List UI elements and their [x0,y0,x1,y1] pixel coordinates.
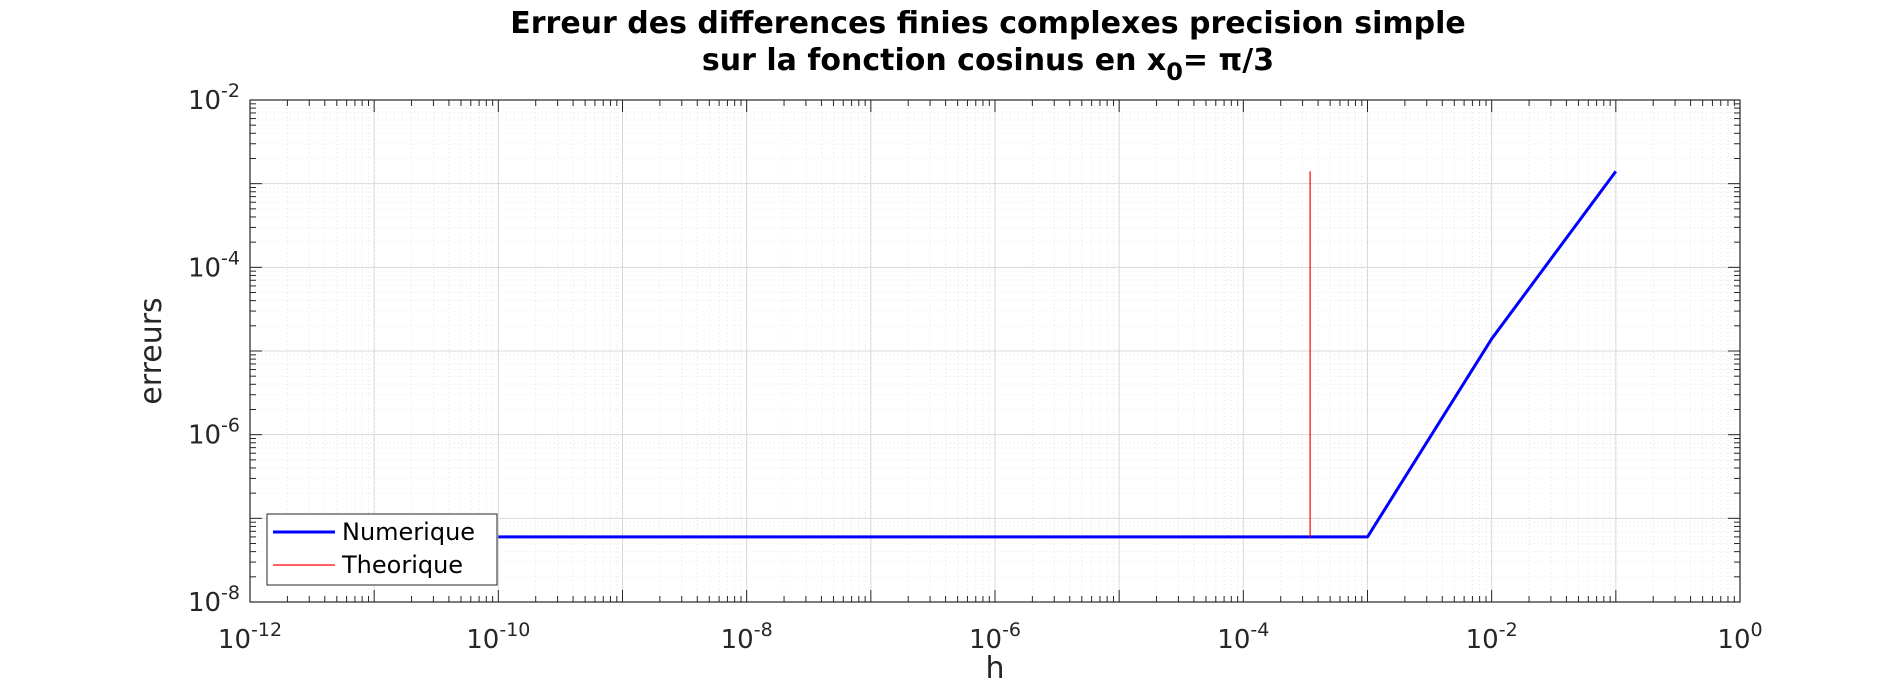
chart-title-line-2-prefix: sur la fonction cosinus en x [702,43,1166,78]
x-axis-label: h [985,651,1004,686]
legend-box [266,513,498,586]
chart-title: Erreur des differences finies complexes … [510,6,1466,41]
y-tick-label: 10-8 [188,582,240,618]
legend-label-numerique: Numerique [342,518,475,546]
x-tick-label: 100 [1717,619,1762,655]
y-axis-label: erreurs [134,297,169,404]
x-tick-label: 10-8 [721,619,773,655]
chart-title-line-2-subscript: 0 [1166,58,1183,86]
chart-title-line-1: Erreur des differences finies complexes … [510,6,1466,41]
x-tick-label: 10-10 [466,619,530,655]
series-layer [498,170,1618,539]
y-tick-labels: 10-2 10-4 10-6 10-8 [188,80,240,618]
x-tick-label: 10-12 [218,619,282,655]
legend-label-theorique: Theorique [341,551,463,579]
series-line-numerique [498,170,1618,539]
y-tick-label: 10-6 [188,415,240,451]
x-tick-label: 10-2 [1466,619,1518,655]
x-tick-label: 10-6 [969,619,1021,655]
chart-title-line-2-suffix: = π/3 [1183,43,1274,78]
y-tick-label: 10-2 [188,80,240,116]
y-tick-label: 10-4 [188,247,240,283]
legend: Numerique Theorique [266,513,498,586]
chart-subtitle: sur la fonction cosinus en x0= π/3 [702,43,1274,86]
x-tick-label: 10-4 [1217,619,1269,655]
tick-marks [249,99,1741,603]
x-tick-labels: 10-12 10-10 10-8 10-6 10-4 10-2 100 [218,619,1763,655]
